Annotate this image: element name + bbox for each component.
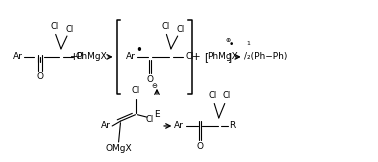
- Text: Ar: Ar: [174, 122, 184, 130]
- Text: R: R: [229, 122, 235, 130]
- Text: •: •: [135, 44, 143, 57]
- Text: O: O: [197, 142, 203, 151]
- Text: Cl: Cl: [209, 91, 217, 100]
- Text: Ar: Ar: [101, 122, 111, 130]
- Text: Cl: Cl: [146, 115, 154, 124]
- Text: O: O: [37, 72, 44, 81]
- Text: ⊖: ⊖: [152, 83, 158, 89]
- Text: +: +: [192, 52, 200, 62]
- Text: Cl: Cl: [132, 86, 139, 95]
- Text: OMgX: OMgX: [105, 144, 132, 153]
- Text: Cl: Cl: [185, 52, 194, 61]
- Text: Cl: Cl: [65, 25, 73, 34]
- Text: PhMgX: PhMgX: [76, 52, 107, 61]
- Text: Cl: Cl: [176, 25, 184, 34]
- Text: Ar: Ar: [13, 52, 23, 61]
- Text: Cl: Cl: [50, 22, 58, 31]
- Text: +: +: [70, 52, 79, 62]
- Text: Cl: Cl: [75, 52, 84, 61]
- Text: 1: 1: [246, 41, 250, 46]
- Text: O: O: [147, 75, 154, 84]
- Text: E: E: [155, 110, 160, 119]
- Text: ⊕: ⊕: [225, 38, 231, 43]
- Text: Cl: Cl: [161, 22, 169, 31]
- Text: ]: ]: [228, 52, 232, 62]
- Text: /₂(Ph−Ph): /₂(Ph−Ph): [244, 52, 288, 61]
- Text: Ar: Ar: [126, 52, 136, 61]
- Text: [: [: [204, 52, 208, 62]
- Text: •: •: [229, 40, 234, 49]
- Text: PhMgX: PhMgX: [207, 52, 237, 61]
- Text: Cl: Cl: [223, 91, 231, 100]
